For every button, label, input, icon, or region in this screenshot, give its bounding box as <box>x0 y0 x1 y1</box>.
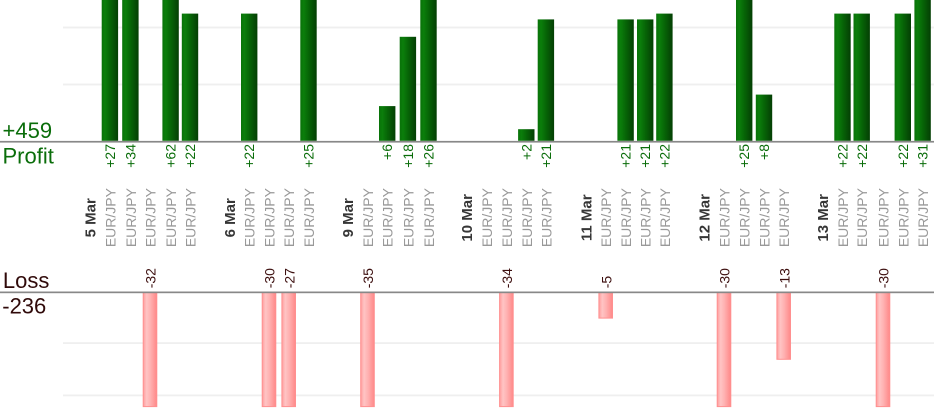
svg-text:-30: -30 <box>876 268 892 288</box>
svg-text:+21: +21 <box>618 144 634 168</box>
svg-text:+21: +21 <box>538 144 554 168</box>
svg-text:EUR/JPY: EUR/JPY <box>102 187 118 247</box>
svg-text:12 Mar: 12 Mar <box>697 194 714 242</box>
svg-text:-34: -34 <box>499 268 515 288</box>
svg-text:+22: +22 <box>854 144 870 168</box>
svg-text:+21: +21 <box>637 144 653 168</box>
svg-text:EUR/JPY: EUR/JPY <box>183 187 199 247</box>
svg-text:-35: -35 <box>360 268 376 288</box>
svg-text:-5: -5 <box>598 276 614 289</box>
svg-text:EUR/JPY: EUR/JPY <box>737 187 753 247</box>
svg-text:EUR/JPY: EUR/JPY <box>538 187 554 247</box>
svg-text:+34: +34 <box>122 144 138 168</box>
svg-text:+22: +22 <box>656 144 672 168</box>
svg-text:11 Mar: 11 Mar <box>578 194 595 241</box>
svg-text:+27: +27 <box>102 144 118 168</box>
svg-text:EUR/JPY: EUR/JPY <box>638 187 654 247</box>
svg-text:EUR/JPY: EUR/JPY <box>163 187 179 247</box>
svg-text:EUR/JPY: EUR/JPY <box>776 187 792 247</box>
svg-text:EUR/JPY: EUR/JPY <box>400 187 416 247</box>
svg-text:+18: +18 <box>400 144 416 168</box>
svg-text:EUR/JPY: EUR/JPY <box>360 187 376 247</box>
svg-text:-13: -13 <box>776 268 792 288</box>
svg-text:-30: -30 <box>717 268 733 288</box>
svg-text:EUR/JPY: EUR/JPY <box>854 187 870 247</box>
svg-text:+31: +31 <box>915 144 931 168</box>
svg-text:EUR/JPY: EUR/JPY <box>499 187 515 247</box>
svg-text:EUR/JPY: EUR/JPY <box>380 187 396 247</box>
svg-text:EUR/JPY: EUR/JPY <box>123 187 139 247</box>
svg-text:+26: +26 <box>421 144 437 168</box>
svg-text:+22: +22 <box>835 144 851 168</box>
svg-text:EUR/JPY: EUR/JPY <box>262 187 278 247</box>
svg-text:9 Mar: 9 Mar <box>340 198 357 237</box>
svg-text:+8: +8 <box>756 144 772 160</box>
svg-text:+6: +6 <box>379 144 395 160</box>
svg-text:EUR/JPY: EUR/JPY <box>657 187 673 247</box>
svg-text:Loss: Loss <box>3 268 49 293</box>
svg-text:5 Mar: 5 Mar <box>83 198 100 237</box>
svg-text:EUR/JPY: EUR/JPY <box>242 187 258 247</box>
svg-text:EUR/JPY: EUR/JPY <box>895 187 911 247</box>
svg-text:+22: +22 <box>241 144 257 168</box>
svg-text:6 Mar: 6 Mar <box>222 198 239 237</box>
svg-text:Profit: Profit <box>3 143 54 168</box>
svg-text:+459: +459 <box>3 118 53 143</box>
svg-text:-30: -30 <box>262 268 278 288</box>
svg-text:EUR/JPY: EUR/JPY <box>143 187 159 247</box>
svg-text:+22: +22 <box>182 144 198 168</box>
svg-text:+62: +62 <box>163 144 179 168</box>
svg-text:EUR/JPY: EUR/JPY <box>479 187 495 247</box>
svg-text:EUR/JPY: EUR/JPY <box>835 187 851 247</box>
svg-text:+25: +25 <box>736 144 752 168</box>
svg-text:EUR/JPY: EUR/JPY <box>717 187 733 247</box>
svg-text:EUR/JPY: EUR/JPY <box>618 187 634 247</box>
svg-text:+25: +25 <box>301 144 317 168</box>
svg-text:EUR/JPY: EUR/JPY <box>301 187 317 247</box>
svg-text:EUR/JPY: EUR/JPY <box>915 187 931 247</box>
svg-text:-32: -32 <box>143 268 159 288</box>
svg-text:EUR/JPY: EUR/JPY <box>598 187 614 247</box>
svg-text:-27: -27 <box>281 268 297 288</box>
svg-text:EUR/JPY: EUR/JPY <box>519 187 535 247</box>
svg-text:EUR/JPY: EUR/JPY <box>421 187 437 247</box>
svg-text:+22: +22 <box>895 144 911 168</box>
svg-text:10 Mar: 10 Mar <box>459 194 476 242</box>
svg-text:EUR/JPY: EUR/JPY <box>876 187 892 247</box>
svg-text:EUR/JPY: EUR/JPY <box>757 187 773 247</box>
svg-text:EUR/JPY: EUR/JPY <box>281 187 297 247</box>
svg-text:-236: -236 <box>2 294 46 319</box>
svg-text:13 Mar: 13 Mar <box>815 194 832 242</box>
svg-text:+2: +2 <box>518 144 534 160</box>
